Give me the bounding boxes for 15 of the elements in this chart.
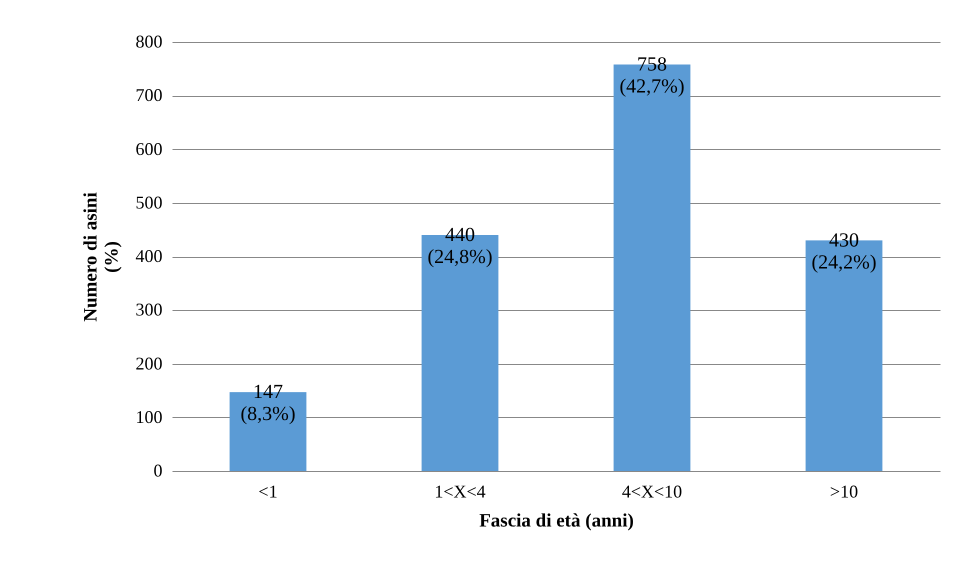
x-tick-label: <1 xyxy=(258,482,278,502)
y-tick-label: 200 xyxy=(136,353,162,374)
y-axis-title: Numero di asini (%) xyxy=(80,192,122,322)
y-tick-label: 800 xyxy=(136,32,162,52)
y-tick-label: 600 xyxy=(136,138,162,159)
x-axis-title: Fascia di età (anni) xyxy=(479,510,634,532)
x-tick-label: 1<X<4 xyxy=(434,482,486,502)
y-tick-label: 0 xyxy=(154,460,162,480)
y-tick-label: 100 xyxy=(136,406,162,427)
x-tick-label: >10 xyxy=(830,482,858,502)
y-tick-label: 700 xyxy=(136,85,162,106)
y-tick-label: 500 xyxy=(136,192,162,212)
x-tick-label: 4<X<10 xyxy=(622,482,682,502)
y-tick-label: 400 xyxy=(136,246,162,266)
y-tick-label: 300 xyxy=(136,300,162,320)
